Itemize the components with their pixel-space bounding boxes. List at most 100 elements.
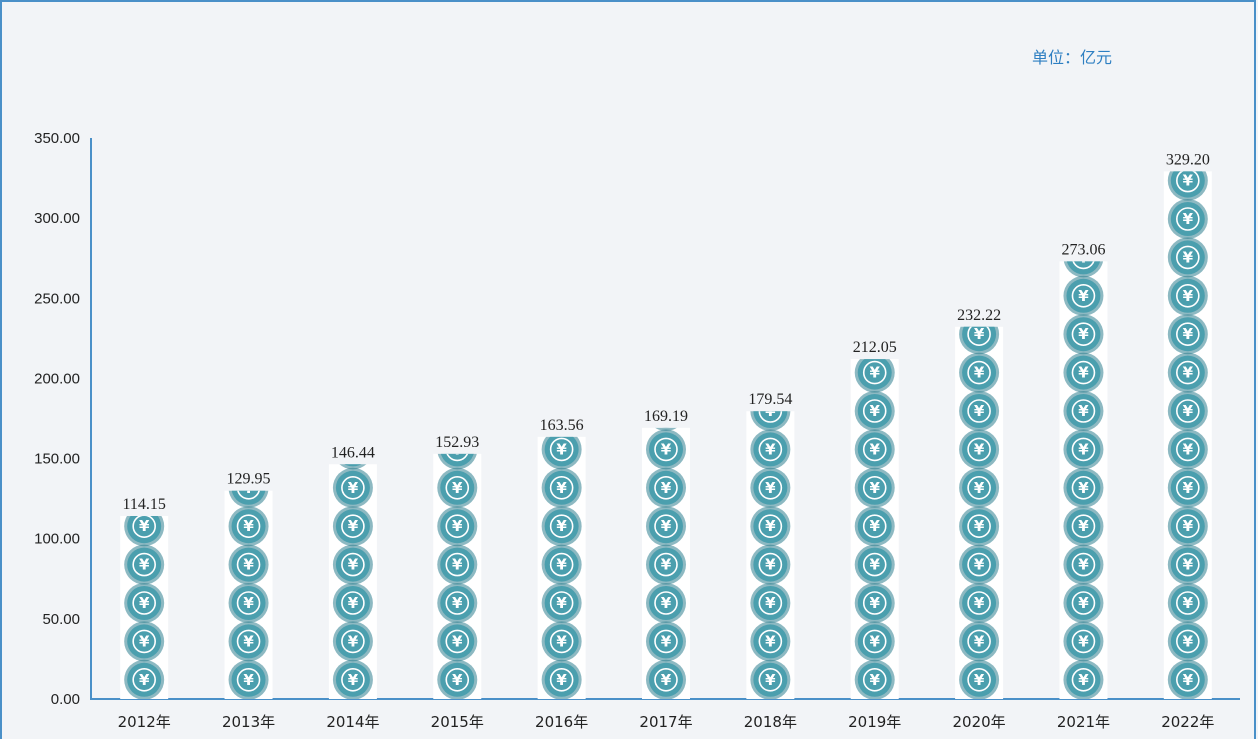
category-label: 2013年 [222,713,275,731]
yuan-coin-icon: ¥ [1063,314,1104,355]
svg-text:¥: ¥ [974,632,985,650]
yuan-coin-icon: ¥ [332,467,373,508]
svg-text:¥: ¥ [765,671,776,689]
svg-text:¥: ¥ [765,517,776,535]
yuan-coin-icon: ¥ [750,583,791,623]
svg-text:¥: ¥ [974,594,985,612]
svg-text:¥: ¥ [765,440,776,458]
yuan-coin-icon: ¥ [854,621,895,662]
yuan-coin-icon: ¥ [1167,467,1208,508]
yuan-coin-icon: ¥ [1063,261,1104,278]
yuan-coin-icon: ¥ [1063,467,1104,508]
svg-text:¥: ¥ [1183,440,1194,458]
yuan-coin-icon: ¥ [228,490,269,508]
yuan-coin-icon: ¥ [1167,621,1208,662]
yuan-coin-icon: ¥ [959,506,1000,547]
svg-text:¥: ¥ [1183,287,1194,305]
svg-text:¥: ¥ [139,517,150,535]
svg-text:¥: ¥ [870,594,881,612]
yuan-coin-icon: ¥ [750,467,791,508]
value-label: 273.06 [1061,241,1105,258]
value-label: 212.05 [853,339,897,356]
svg-text:¥: ¥ [870,632,881,650]
svg-text:¥: ¥ [1183,402,1194,420]
yuan-coin-icon: ¥ [1167,391,1208,431]
svg-text:¥: ¥ [765,479,776,497]
svg-text:¥: ¥ [974,440,985,458]
svg-text:¥: ¥ [243,556,254,574]
yuan-coin-icon: ¥ [646,659,686,699]
yuan-coin-icon: ¥ [750,544,791,585]
category-label: 2014年 [326,713,379,731]
yuan-coin-icon: ¥ [1167,506,1208,547]
yuan-coin-icon: ¥ [1063,275,1104,316]
yuan-coin-icon: ¥ [228,544,269,585]
category-label: 2018年 [744,713,797,731]
svg-text:¥: ¥ [1078,440,1089,458]
yuan-coin-icon: ¥ [1167,583,1208,623]
yuan-coin-icon: ¥ [750,506,791,547]
category-label: 2019年 [848,713,901,731]
y-tick-label: 300.00 [34,210,80,227]
yuan-coin-icon: ¥ [1063,506,1104,547]
value-label: 169.19 [644,408,688,425]
svg-text:¥: ¥ [348,556,359,574]
bar: ¥ ¥ ¥ ¥ ¥ ¥ [224,490,273,699]
yuan-coin-icon: ¥ [1167,275,1208,316]
yuan-coin-icon: ¥ [541,621,582,662]
y-tick-label: 0.00 [51,691,80,708]
yuan-coin-icon: ¥ [1063,391,1104,431]
yuan-coin-icon: ¥ [959,621,1000,662]
yuan-coin-icon: ¥ [437,544,478,585]
yuan-coin-icon: ¥ [854,429,895,470]
svg-text:¥: ¥ [452,632,463,650]
yuan-coin-icon: ¥ [959,467,1000,508]
yuan-coin-icon: ¥ [646,544,686,585]
svg-text:¥: ¥ [1078,364,1089,382]
svg-text:¥: ¥ [1183,210,1194,228]
value-label: 179.54 [748,391,792,408]
yuan-coin-icon: ¥ [541,659,582,699]
svg-text:¥: ¥ [974,325,985,343]
y-tick-label: 100.00 [34,531,80,548]
svg-text:¥: ¥ [1183,248,1194,266]
svg-text:¥: ¥ [348,517,359,535]
bar: ¥ ¥ ¥ ¥ ¥ [120,516,169,700]
yuan-coin-icon: ¥ [959,583,1000,623]
svg-text:¥: ¥ [1183,517,1194,535]
bar: ¥ ¥ ¥ ¥ ¥ ¥ ¥ ¥ ¥ ¥ [955,325,1004,699]
svg-text:¥: ¥ [556,517,567,535]
yuan-coin-icon: ¥ [750,621,791,662]
yuan-coin-icon: ¥ [854,467,895,508]
unit-label: 单位：亿元 [1032,48,1113,67]
svg-text:¥: ¥ [139,594,150,612]
yuan-coin-icon: ¥ [854,359,895,393]
yuan-coin-icon: ¥ [1167,429,1208,470]
svg-text:¥: ¥ [870,479,881,497]
bar: ¥ ¥ ¥ ¥ ¥ ¥ ¥ ¥ ¥ [850,359,899,699]
category-labels: 2012年 2013年 2014年 2015年 2016年 2017年 2018年 2019年… [118,713,1215,731]
y-tick-label: 200.00 [34,370,80,387]
svg-text:¥: ¥ [348,632,359,650]
yuan-coin-icon: ¥ [750,429,791,470]
value-label: 329.20 [1166,151,1210,168]
yuan-coin-icon: ¥ [1063,352,1104,393]
yuan-coin-icon: ¥ [1063,544,1104,585]
svg-text:¥: ¥ [1078,632,1089,650]
yuan-coin-icon: ¥ [854,391,895,431]
yuan-coin-icon: ¥ [124,583,165,623]
yuan-coin-icon: ¥ [1167,314,1208,355]
svg-text:¥: ¥ [556,594,567,612]
svg-text:¥: ¥ [974,402,985,420]
value-label: 114.15 [122,496,165,513]
svg-text:¥: ¥ [765,556,776,574]
y-tick-label: 250.00 [34,290,80,307]
svg-text:¥: ¥ [452,556,463,574]
svg-text:¥: ¥ [974,556,985,574]
y-tick-label: 150.00 [34,451,80,468]
svg-text:¥: ¥ [243,632,254,650]
svg-text:¥: ¥ [556,556,567,574]
svg-text:¥: ¥ [765,402,776,420]
svg-text:¥: ¥ [243,594,254,612]
